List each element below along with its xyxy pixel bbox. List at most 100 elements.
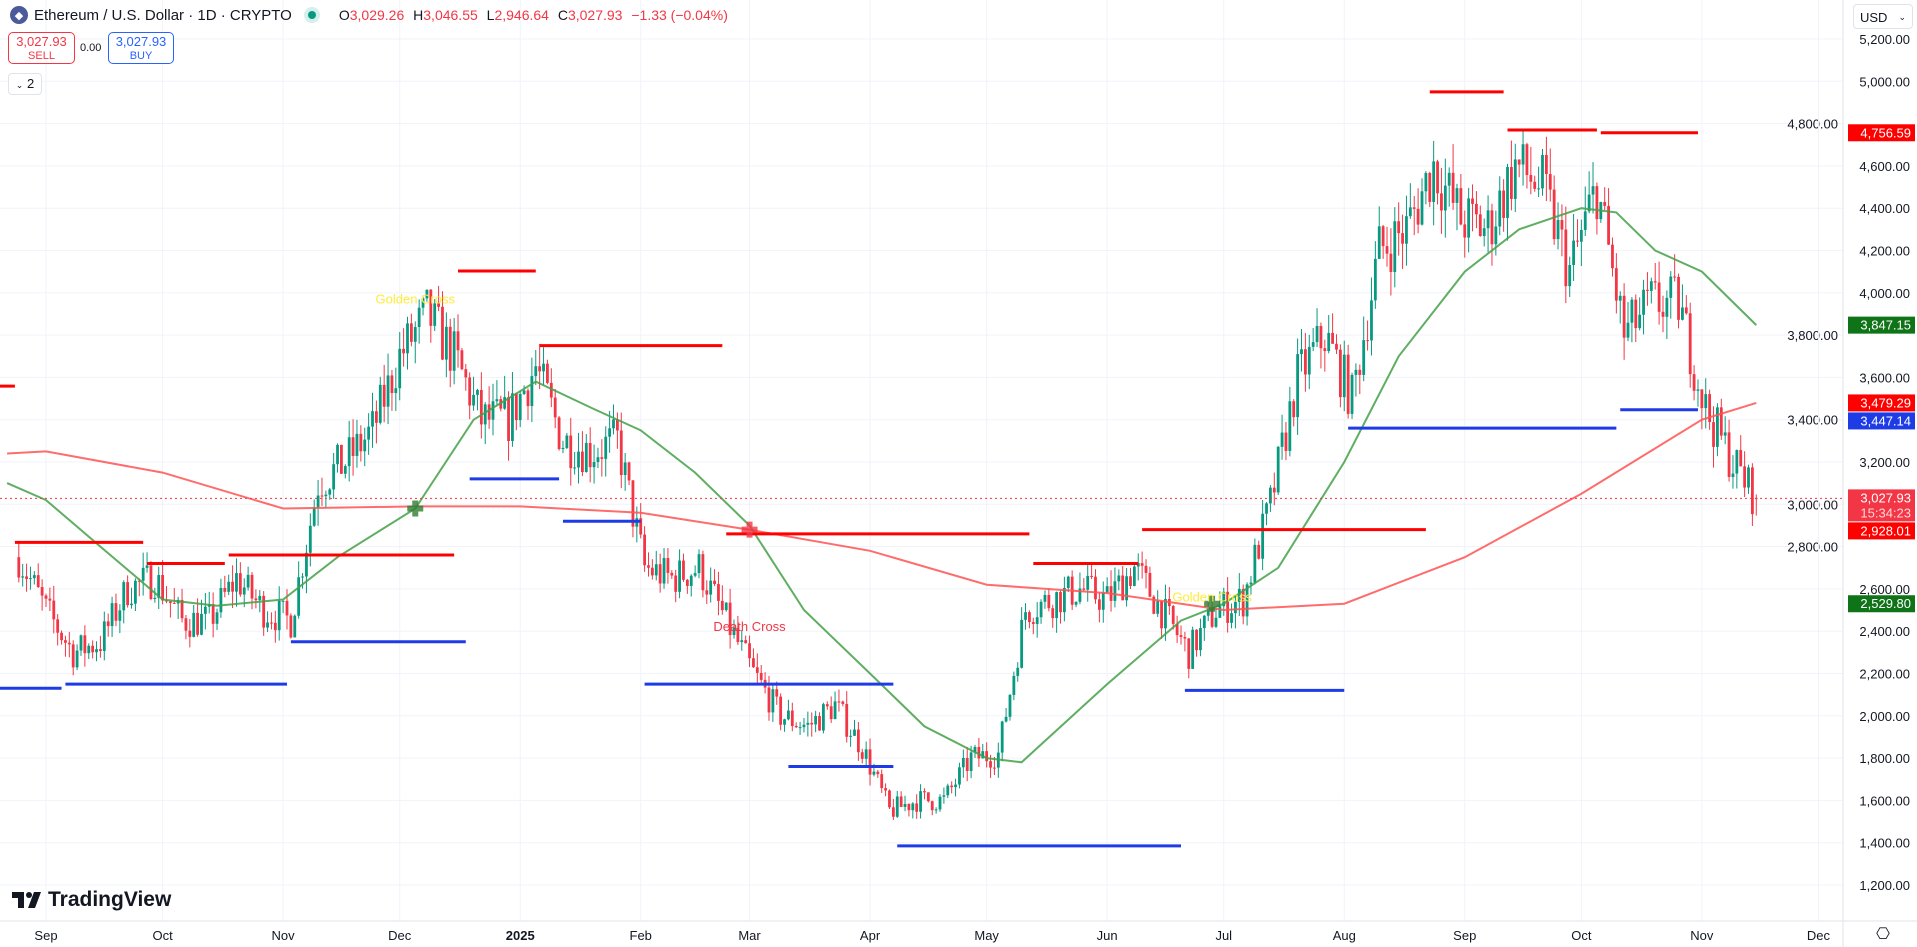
candle-body — [752, 658, 755, 668]
candle-body — [720, 600, 724, 611]
candle-body — [958, 767, 961, 785]
candle-body — [880, 774, 884, 789]
indicators-toggle-button[interactable]: ⌄ 2 — [8, 73, 42, 95]
sell-button[interactable]: 3,027.93 SELL — [8, 32, 75, 64]
candle-body — [476, 389, 479, 395]
candle-body — [25, 576, 28, 580]
candle-body — [1681, 307, 1684, 320]
candle-body — [1237, 588, 1241, 602]
candle-body — [1144, 565, 1148, 573]
candle-body — [406, 323, 409, 354]
candle-body — [1179, 635, 1183, 638]
candle-body — [1269, 487, 1272, 504]
candle-body — [787, 710, 790, 720]
candle-body — [732, 627, 736, 636]
candle-body — [266, 622, 269, 628]
candle-body — [145, 565, 149, 568]
candle-body — [382, 384, 386, 407]
candle-body — [308, 525, 312, 553]
candle-body — [491, 401, 495, 420]
price-tag-label: 4,756.59 — [1860, 125, 1911, 140]
candle-body — [1039, 601, 1043, 618]
spread-value: 0.00 — [80, 42, 102, 54]
candle-body — [444, 326, 448, 360]
x-tick-label: Jul — [1215, 928, 1232, 943]
candle-body — [1630, 299, 1634, 323]
candle-body — [378, 384, 382, 423]
buy-button[interactable]: 3,027.93 BUY — [108, 32, 174, 64]
candle-body — [157, 575, 161, 598]
candle-body — [1750, 467, 1754, 515]
candle-body — [1175, 623, 1179, 636]
candle-body — [87, 645, 91, 654]
candle-body — [172, 602, 176, 604]
candle-body — [662, 558, 666, 584]
candle-body — [1319, 326, 1323, 349]
symbol-title[interactable]: Ethereum / U.S. Dollar · 1D · CRYPTO — [34, 6, 292, 24]
candle-body — [421, 298, 425, 308]
candle-body — [386, 375, 390, 407]
tradingview-logo[interactable]: TradingView — [12, 888, 171, 912]
candle-body — [246, 574, 250, 588]
low-value: 2,946.64 — [494, 7, 549, 23]
candle-body — [701, 554, 705, 591]
candle-body — [1747, 467, 1750, 488]
candle-body — [196, 612, 199, 635]
currency-select[interactable]: USD ⌄ — [1853, 4, 1913, 29]
candle-body — [281, 600, 285, 602]
candle-body — [1335, 343, 1338, 350]
candle-body — [374, 411, 378, 423]
y-tick-label: 4,800.00 — [1787, 117, 1838, 132]
candle-body — [328, 489, 332, 495]
candle-body — [1638, 314, 1642, 329]
y-tick-label: 1,200.00 — [1859, 878, 1910, 893]
candle-body — [682, 560, 685, 580]
candle-body — [1490, 210, 1494, 245]
candle-body — [149, 565, 153, 599]
candle-body — [91, 645, 95, 653]
candle-body — [1653, 281, 1657, 283]
candle-body — [1078, 588, 1082, 602]
candle-body — [794, 726, 798, 728]
candle-body — [534, 366, 538, 377]
candle-body — [343, 466, 347, 474]
candle-body — [161, 575, 165, 601]
settings-icon[interactable]: ⎔ — [1876, 926, 1890, 943]
candle-body — [507, 397, 510, 441]
candle-body — [1292, 401, 1296, 418]
candle-body — [390, 375, 394, 394]
candle-body — [864, 749, 868, 759]
candle-body — [355, 433, 359, 456]
candle-body — [289, 615, 293, 638]
high-value: 3,046.55 — [423, 7, 478, 23]
ohlc-values: O3,029.26 H3,046.55 L2,946.64 C3,027.93 … — [338, 7, 728, 23]
candle-body — [1381, 226, 1385, 247]
candle-body — [134, 580, 137, 604]
candle-body — [1463, 224, 1467, 238]
candle-body — [1171, 606, 1175, 624]
candle-body — [1451, 172, 1455, 203]
candle-body — [1132, 566, 1136, 586]
candle-body — [29, 578, 32, 580]
candle-body — [647, 565, 650, 568]
candle-body — [1568, 265, 1572, 287]
candle-body — [1405, 216, 1408, 244]
candle-body — [1673, 276, 1677, 278]
y-tick-label: 2,200.00 — [1859, 667, 1910, 682]
candle-body — [211, 604, 215, 624]
candle-body — [581, 451, 584, 473]
candle-body — [530, 376, 534, 407]
x-tick-label: Dec — [1807, 928, 1831, 943]
candle-body — [1471, 198, 1474, 204]
candle-body — [989, 761, 992, 768]
candle-body — [514, 393, 518, 421]
candle-body — [367, 426, 371, 440]
candle-body — [689, 575, 693, 586]
candle-body — [1152, 596, 1156, 614]
candle-body — [99, 649, 102, 652]
candle-body — [1358, 369, 1362, 375]
candle-body — [1249, 582, 1253, 585]
candle-body — [783, 719, 786, 725]
candle-body — [1280, 432, 1284, 447]
